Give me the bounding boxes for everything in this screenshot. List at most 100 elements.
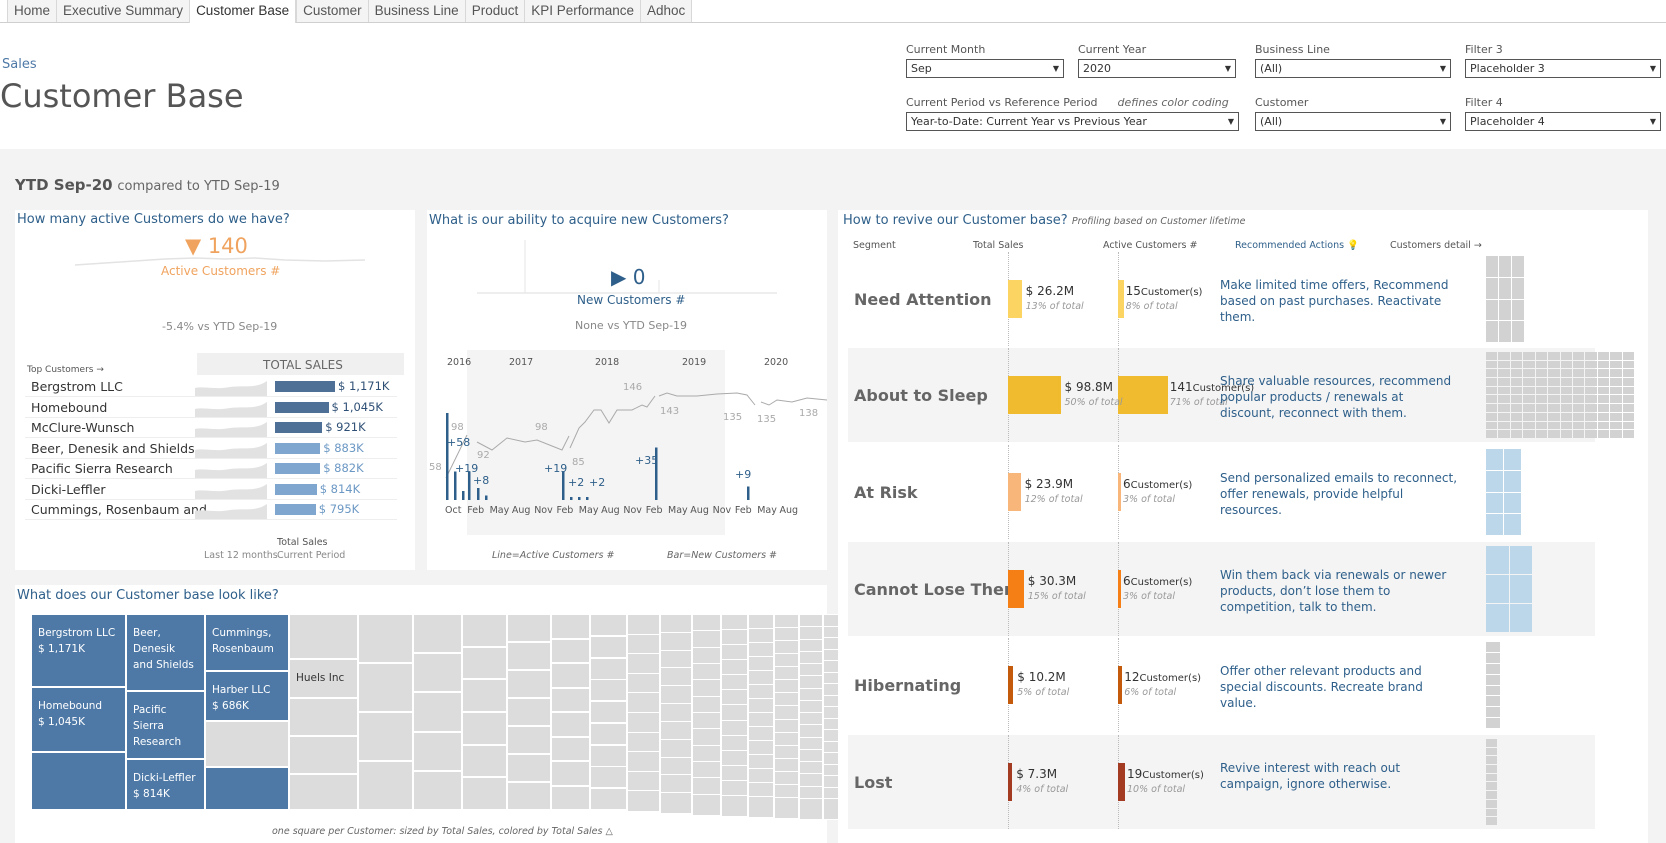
tab-customer-base[interactable]: Customer Base: [189, 0, 297, 24]
treemap-cell[interactable]: [507, 698, 551, 726]
treemap-cell[interactable]: [774, 796, 799, 819]
segment-row[interactable]: At Risk $ 23.9M 12% of total 6Customer(s) 3%…: [848, 445, 1595, 539]
treemap-cell[interactable]: [462, 744, 507, 778]
treemap-cell[interactable]: [590, 679, 627, 702]
treemap-cell[interactable]: [590, 657, 627, 680]
tab-product[interactable]: Product: [464, 0, 525, 22]
treemap-cell[interactable]: [413, 614, 462, 654]
segment-row[interactable]: Cannot Lose Them $ 30.3M 15% of total 6Cust…: [848, 542, 1595, 636]
customers-detail-treemap[interactable]: [1486, 449, 1521, 535]
treemap-cell[interactable]: [507, 642, 551, 670]
top-customer-row[interactable]: Bergstrom LLC $ 1,171K: [25, 376, 397, 397]
filter-3-select[interactable]: Placeholder 3 ▼: [1465, 59, 1661, 78]
breadcrumb[interactable]: Sales: [2, 57, 37, 72]
treemap-cell[interactable]: [289, 736, 358, 774]
tab-kpi-performance[interactable]: KPI Performance: [524, 0, 641, 22]
top-customer-row[interactable]: Dicki-Leffler $ 814K: [25, 479, 397, 500]
treemap-cell[interactable]: [590, 614, 627, 636]
treemap-cell[interactable]: Homebound $ 1,045K: [31, 687, 126, 752]
treemap-cell[interactable]: [721, 794, 748, 817]
treemap-cell[interactable]: [462, 712, 507, 745]
treemap-cell[interactable]: [462, 679, 507, 712]
treemap-cell[interactable]: [799, 797, 823, 820]
segment-row[interactable]: Hibernating $ 10.2M 5% of total 12Customer(…: [848, 638, 1595, 732]
treemap-cell[interactable]: [507, 754, 551, 782]
treemap-cell[interactable]: [507, 614, 551, 642]
customer-select[interactable]: (All) ▼: [1255, 112, 1451, 131]
treemap-cell[interactable]: Pacific Sierra Research: [126, 691, 205, 759]
treemap-cell[interactable]: [289, 774, 358, 810]
treemap-cell[interactable]: [507, 670, 551, 698]
treemap-cell[interactable]: [205, 767, 289, 810]
segment-row[interactable]: Need Attention $ 26.2M 13% of total 15Custo…: [848, 252, 1595, 346]
customers-detail-treemap[interactable]: [1486, 256, 1524, 342]
tab-adhoc[interactable]: Adhoc: [640, 0, 693, 22]
customers-detail-treemap[interactable]: [1486, 352, 1634, 438]
treemap-cell[interactable]: [289, 614, 358, 659]
treemap-cell[interactable]: [551, 638, 590, 663]
customers-detail-treemap[interactable]: [1486, 546, 1532, 632]
treemap-cell[interactable]: [627, 790, 660, 813]
treemap-cell[interactable]: [31, 752, 126, 810]
treemap-cell[interactable]: [590, 788, 627, 811]
customers-detail-link[interactable]: Customers detail →: [1390, 240, 1482, 251]
treemap-cell[interactable]: [289, 698, 358, 736]
treemap-cell[interactable]: [507, 726, 551, 754]
treemap-cell[interactable]: [590, 722, 627, 745]
treemap-cell[interactable]: [590, 766, 627, 789]
treemap-cell[interactable]: [590, 635, 627, 658]
treemap-cell[interactable]: [462, 777, 507, 810]
customers-detail-treemap[interactable]: [1486, 739, 1497, 825]
treemap-cell[interactable]: [205, 721, 289, 767]
treemap-cell[interactable]: Beer, Denesik and Shields: [126, 614, 205, 691]
treemap-cell[interactable]: [551, 712, 590, 737]
filter-4-select[interactable]: Placeholder 4 ▼: [1465, 112, 1661, 131]
top-customer-row[interactable]: Pacific Sierra Research $ 882K: [25, 458, 397, 479]
treemap-cell[interactable]: [413, 731, 462, 771]
sales-value: $ 10.2M: [1017, 670, 1066, 684]
treemap-cell[interactable]: [551, 663, 590, 688]
customers-detail-treemap[interactable]: [1486, 642, 1500, 728]
treemap-cell[interactable]: [551, 736, 590, 761]
treemap-cell[interactable]: [358, 614, 413, 663]
treemap-cell[interactable]: [590, 744, 627, 767]
treemap-cell[interactable]: Cummings, Rosenbaum: [205, 614, 289, 671]
top-customer-row[interactable]: Cummings, Rosenbaum and.. $ 795K: [25, 499, 397, 520]
treemap-cell[interactable]: [462, 646, 507, 680]
period-select[interactable]: Year-to-Date: Current Year vs Previous Y…: [906, 112, 1239, 131]
treemap-cell[interactable]: [413, 692, 462, 732]
tab-home[interactable]: Home: [7, 0, 57, 22]
treemap-cell[interactable]: [748, 796, 774, 818]
top-customer-row[interactable]: Homebound $ 1,045K: [25, 397, 397, 418]
treemap-cell[interactable]: [551, 761, 590, 786]
treemap-cell[interactable]: [462, 614, 507, 647]
segment-row[interactable]: Lost $ 7.3M 4% of total 19Customer(s) 10% of…: [848, 735, 1595, 829]
treemap-cell[interactable]: [660, 792, 692, 815]
customer-count: 141Customer(s): [1170, 380, 1255, 394]
top-customers-link[interactable]: Top Customers →: [27, 365, 104, 375]
top-customer-row[interactable]: McClure-Wunsch $ 921K: [25, 417, 397, 438]
treemap-cell[interactable]: [551, 614, 590, 639]
tab-business-line[interactable]: Business Line: [367, 0, 465, 22]
treemap-cell[interactable]: [413, 653, 462, 693]
treemap-cell[interactable]: Harber LLC $ 686K: [205, 671, 289, 721]
treemap-cell[interactable]: [551, 785, 590, 810]
treemap-cell[interactable]: [358, 712, 413, 761]
tab-customer[interactable]: Customer: [296, 0, 368, 22]
treemap-cell[interactable]: [590, 701, 627, 724]
current-month-select[interactable]: Sep ▼: [906, 59, 1064, 78]
treemap-cell[interactable]: [507, 782, 551, 810]
current-year-select[interactable]: 2020 ▼: [1078, 59, 1236, 78]
treemap-cell[interactable]: Dicki-Leffler $ 814K: [126, 759, 205, 810]
segment-row[interactable]: About to Sleep $ 98.8M 50% of total 141Cust…: [848, 348, 1634, 442]
treemap-cell[interactable]: [692, 793, 721, 816]
treemap-cell[interactable]: [551, 687, 590, 712]
tab-executive-summary[interactable]: Executive Summary: [56, 0, 190, 22]
treemap-cell[interactable]: [358, 761, 413, 810]
treemap-cell[interactable]: Bergstrom LLC $ 1,171K: [31, 614, 126, 687]
top-customer-row[interactable]: Beer, Denesik and Shields $ 883K: [25, 438, 397, 459]
treemap-cell[interactable]: [413, 770, 462, 810]
treemap-cell[interactable]: [358, 663, 413, 712]
treemap-cell[interactable]: Huels Inc: [289, 659, 358, 698]
business-line-select[interactable]: (All) ▼: [1255, 59, 1451, 78]
